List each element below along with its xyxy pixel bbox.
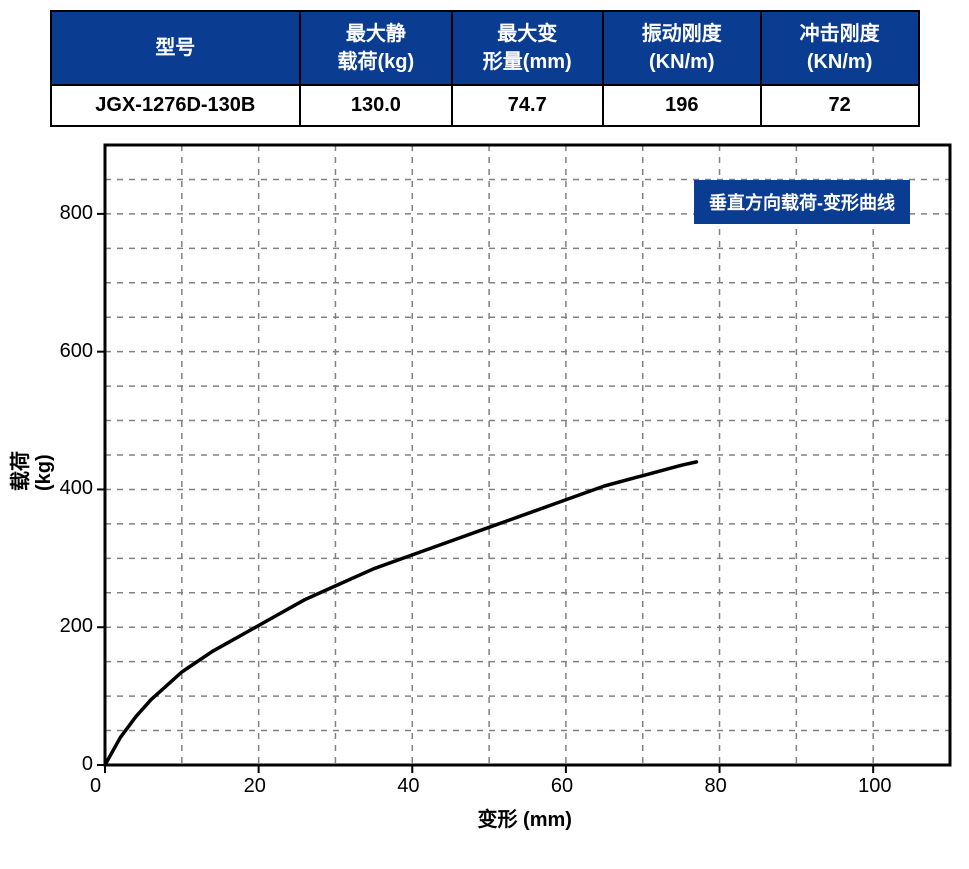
- cell-vibration-stiffness: 196: [603, 85, 761, 126]
- x-axis-label: 变形 (mm): [478, 803, 572, 832]
- chart-legend: 垂直方向载荷-变形曲线: [694, 180, 910, 224]
- spec-table: 型号 最大静载荷(kg) 最大变形量(mm) 振动刚度(KN/m) 冲击刚度(K…: [50, 10, 920, 127]
- col-header-max-static-load: 最大静载荷(kg): [300, 11, 451, 85]
- cell-max-deformation: 74.7: [452, 85, 603, 126]
- x-tick-label: 20: [244, 775, 266, 798]
- y-tick-label: 0: [82, 753, 93, 776]
- col-header-model: 型号: [51, 11, 301, 85]
- load-deformation-chart: [10, 135, 959, 835]
- cell-max-static-load: 130.0: [300, 85, 451, 126]
- col-header-impact-stiffness: 冲击刚度(KN/m): [761, 11, 919, 85]
- y-tick-label: 600: [60, 340, 93, 363]
- x-tick-label: 40: [397, 775, 419, 798]
- y-tick-label: 400: [60, 477, 93, 500]
- x-tick-label: 0: [90, 775, 101, 798]
- cell-impact-stiffness: 72: [761, 85, 919, 126]
- x-tick-label: 100: [858, 775, 891, 798]
- spec-data-row: JGX-1276D-130B 130.0 74.7 196 72: [51, 85, 919, 126]
- chart-container: 垂直方向载荷-变形曲线 载荷 (kg) 变形 (mm) 020406080100…: [10, 135, 959, 835]
- col-header-vibration-stiffness: 振动刚度(KN/m): [603, 11, 761, 85]
- x-tick-label: 80: [705, 775, 727, 798]
- spec-header-row: 型号 最大静载荷(kg) 最大变形量(mm) 振动刚度(KN/m) 冲击刚度(K…: [51, 11, 919, 85]
- x-tick-label: 60: [551, 775, 573, 798]
- y-axis-label: 载荷 (kg): [4, 451, 56, 491]
- cell-model: JGX-1276D-130B: [51, 85, 301, 126]
- y-tick-label: 800: [60, 202, 93, 225]
- y-tick-label: 200: [60, 615, 93, 638]
- col-header-max-deformation: 最大变形量(mm): [452, 11, 603, 85]
